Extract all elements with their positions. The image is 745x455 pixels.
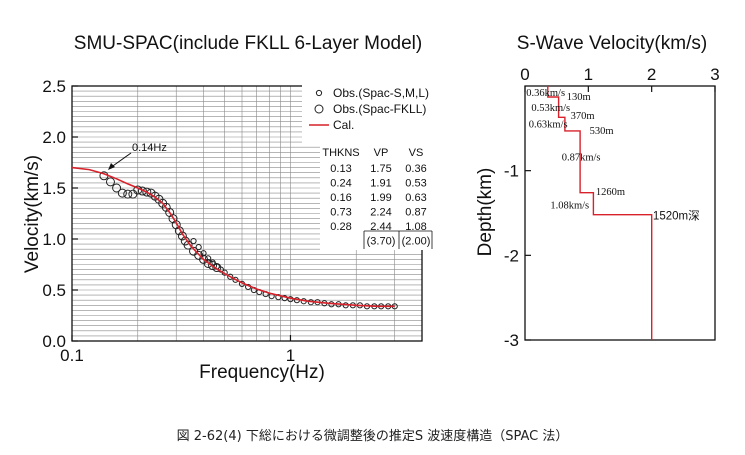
profile-annotation: 1260m xyxy=(596,187,625,198)
y-tick-label: 2.5 xyxy=(42,77,66,96)
left-series xyxy=(71,166,398,310)
profile-annotation: 370m xyxy=(571,111,595,122)
y-tick-label: 1.0 xyxy=(42,230,66,249)
profile-annotation: 1.08km/s xyxy=(550,201,589,212)
data-point-spac-fkll xyxy=(117,188,127,198)
profile-annotation: 530m xyxy=(590,126,614,137)
table-header: THKNS xyxy=(322,147,359,159)
table-cell: 2.44 xyxy=(370,221,391,233)
x-tick-label: 1 xyxy=(584,65,593,84)
legend-marker-large-circle xyxy=(314,104,324,114)
profile-annotation: 0.63km/s xyxy=(529,119,568,130)
profile-annotation: 0.53km/s xyxy=(531,103,570,114)
layer-table-box xyxy=(320,142,434,250)
profile-annotation: 0.36km/s xyxy=(526,88,565,99)
legend-label-spac-fkll: Obs.(Spac-FKLL) xyxy=(333,102,426,116)
annotation-arrowhead xyxy=(108,163,115,170)
table-cell: 0.16 xyxy=(330,192,351,204)
right-y-axis-label: Depth(km) xyxy=(475,168,496,257)
table-cell: 0.53 xyxy=(405,178,426,190)
legend-label-spac-sml: Obs.(Spac-S,M,L) xyxy=(333,86,429,100)
left-y-axis-label: Velocity(km/s) xyxy=(22,155,43,273)
legend-label-cal: Cal. xyxy=(333,118,354,132)
table-cell: 1.75 xyxy=(370,163,391,175)
x-tick-label: 0 xyxy=(520,65,529,84)
table-cell: 1.99 xyxy=(370,192,391,204)
data-point-spac-fkll xyxy=(203,258,213,268)
x-tick-label: 2 xyxy=(647,65,656,84)
data-point-spac-sml xyxy=(232,276,239,283)
left-chart-title: SMU-SPAC(include FKLL 6-Layer Model) xyxy=(74,33,422,54)
data-point-spac-fkll xyxy=(177,231,187,241)
data-point-spac-fkll xyxy=(208,261,218,271)
data-point-spac-sml xyxy=(227,273,234,280)
annotation-014hz: 0.14Hz xyxy=(108,142,167,170)
left-ticks: 0.0 0.5 1.0 1.5 2.0 2.5 0.1 1 xyxy=(42,77,295,365)
data-point-spac-fkll xyxy=(128,189,138,199)
y-tick-label: 0.0 xyxy=(42,332,66,351)
profile-annotation: 130m xyxy=(567,92,591,103)
table-header: VP xyxy=(374,147,389,159)
table-header: VS xyxy=(409,147,424,159)
left-x-axis-label: Frequency(Hz) xyxy=(199,362,325,383)
data-point-spac-fkll xyxy=(105,177,115,187)
y-tick-label: -2 xyxy=(504,246,519,265)
y-tick-label: -3 xyxy=(504,331,519,350)
layer-table: THKNS VP VS 0.13 1.75 0.36 0.24 1.91 0.53 0.16 1.9… xyxy=(320,142,434,250)
table-cell: (2.00) xyxy=(402,236,431,248)
legend-marker-small-circle xyxy=(315,89,323,97)
table-cell: 0.36 xyxy=(405,163,426,175)
right-plot-frame xyxy=(524,85,716,341)
y-tick-label: 0.5 xyxy=(42,281,66,300)
x-tick-label: 0.1 xyxy=(60,346,84,365)
annotation-label: 0.14Hz xyxy=(132,142,167,154)
right-ticks: 0 1 2 3 -1 -2 -3 xyxy=(504,65,720,350)
velocity-profile-chart: S-Wave Velocity(km/s) 0 1 2 3 -1 -2 -3 Depth(k… xyxy=(475,33,720,350)
data-point-spac-sml xyxy=(195,244,202,251)
left-legend: Obs.(Spac-S,M,L) Obs.(Spac-FKLL) Cal. xyxy=(302,84,446,146)
dispersion-chart: SMU-SPAC(include FKLL 6-Layer Model) 0.0… xyxy=(22,33,446,383)
table-cell: 1.08 xyxy=(405,221,426,233)
data-point-spac-fkll xyxy=(142,187,152,197)
y-tick-label: 1.5 xyxy=(42,179,66,198)
table-cell: 0.87 xyxy=(405,207,426,219)
figure-caption: 図 2-62(4) 下総における微調整後の推定S 波速度構造（SPAC 法） xyxy=(176,429,569,444)
y-tick-label: -1 xyxy=(504,162,519,181)
table-cell: 0.73 xyxy=(330,207,351,219)
table-cell: 1.91 xyxy=(370,178,391,190)
table-cell: 0.13 xyxy=(330,163,351,175)
table-cell: 0.28 xyxy=(330,221,351,233)
table-cell: (3.70) xyxy=(367,236,396,248)
layer-table-cells: THKNS VP VS 0.13 1.75 0.36 0.24 1.91 0.53 0.16 1.9… xyxy=(322,147,430,248)
y-tick-label: 2.0 xyxy=(42,128,66,147)
data-point-spac-fkll xyxy=(212,263,222,273)
table-cell: 0.63 xyxy=(405,192,426,204)
calculated-curve xyxy=(71,166,395,308)
right-profile xyxy=(547,86,653,340)
profile-annotation: 1520m深 xyxy=(653,209,700,223)
x-tick-label: 3 xyxy=(710,65,719,84)
right-chart-title: S-Wave Velocity(km/s) xyxy=(517,33,707,54)
x-tick-label: 1 xyxy=(286,346,295,365)
table-cell: 2.24 xyxy=(370,207,391,219)
velocity-profile-line xyxy=(547,86,653,340)
profile-annotation: 0.87km/s xyxy=(562,152,601,163)
data-point-spac-fkll xyxy=(112,183,122,193)
table-cell: 0.24 xyxy=(330,178,351,190)
legend-box xyxy=(302,84,446,146)
data-point-spac-sml xyxy=(190,237,197,245)
data-point-spac-sml xyxy=(205,255,212,262)
data-point-spac-fkll xyxy=(123,189,133,199)
